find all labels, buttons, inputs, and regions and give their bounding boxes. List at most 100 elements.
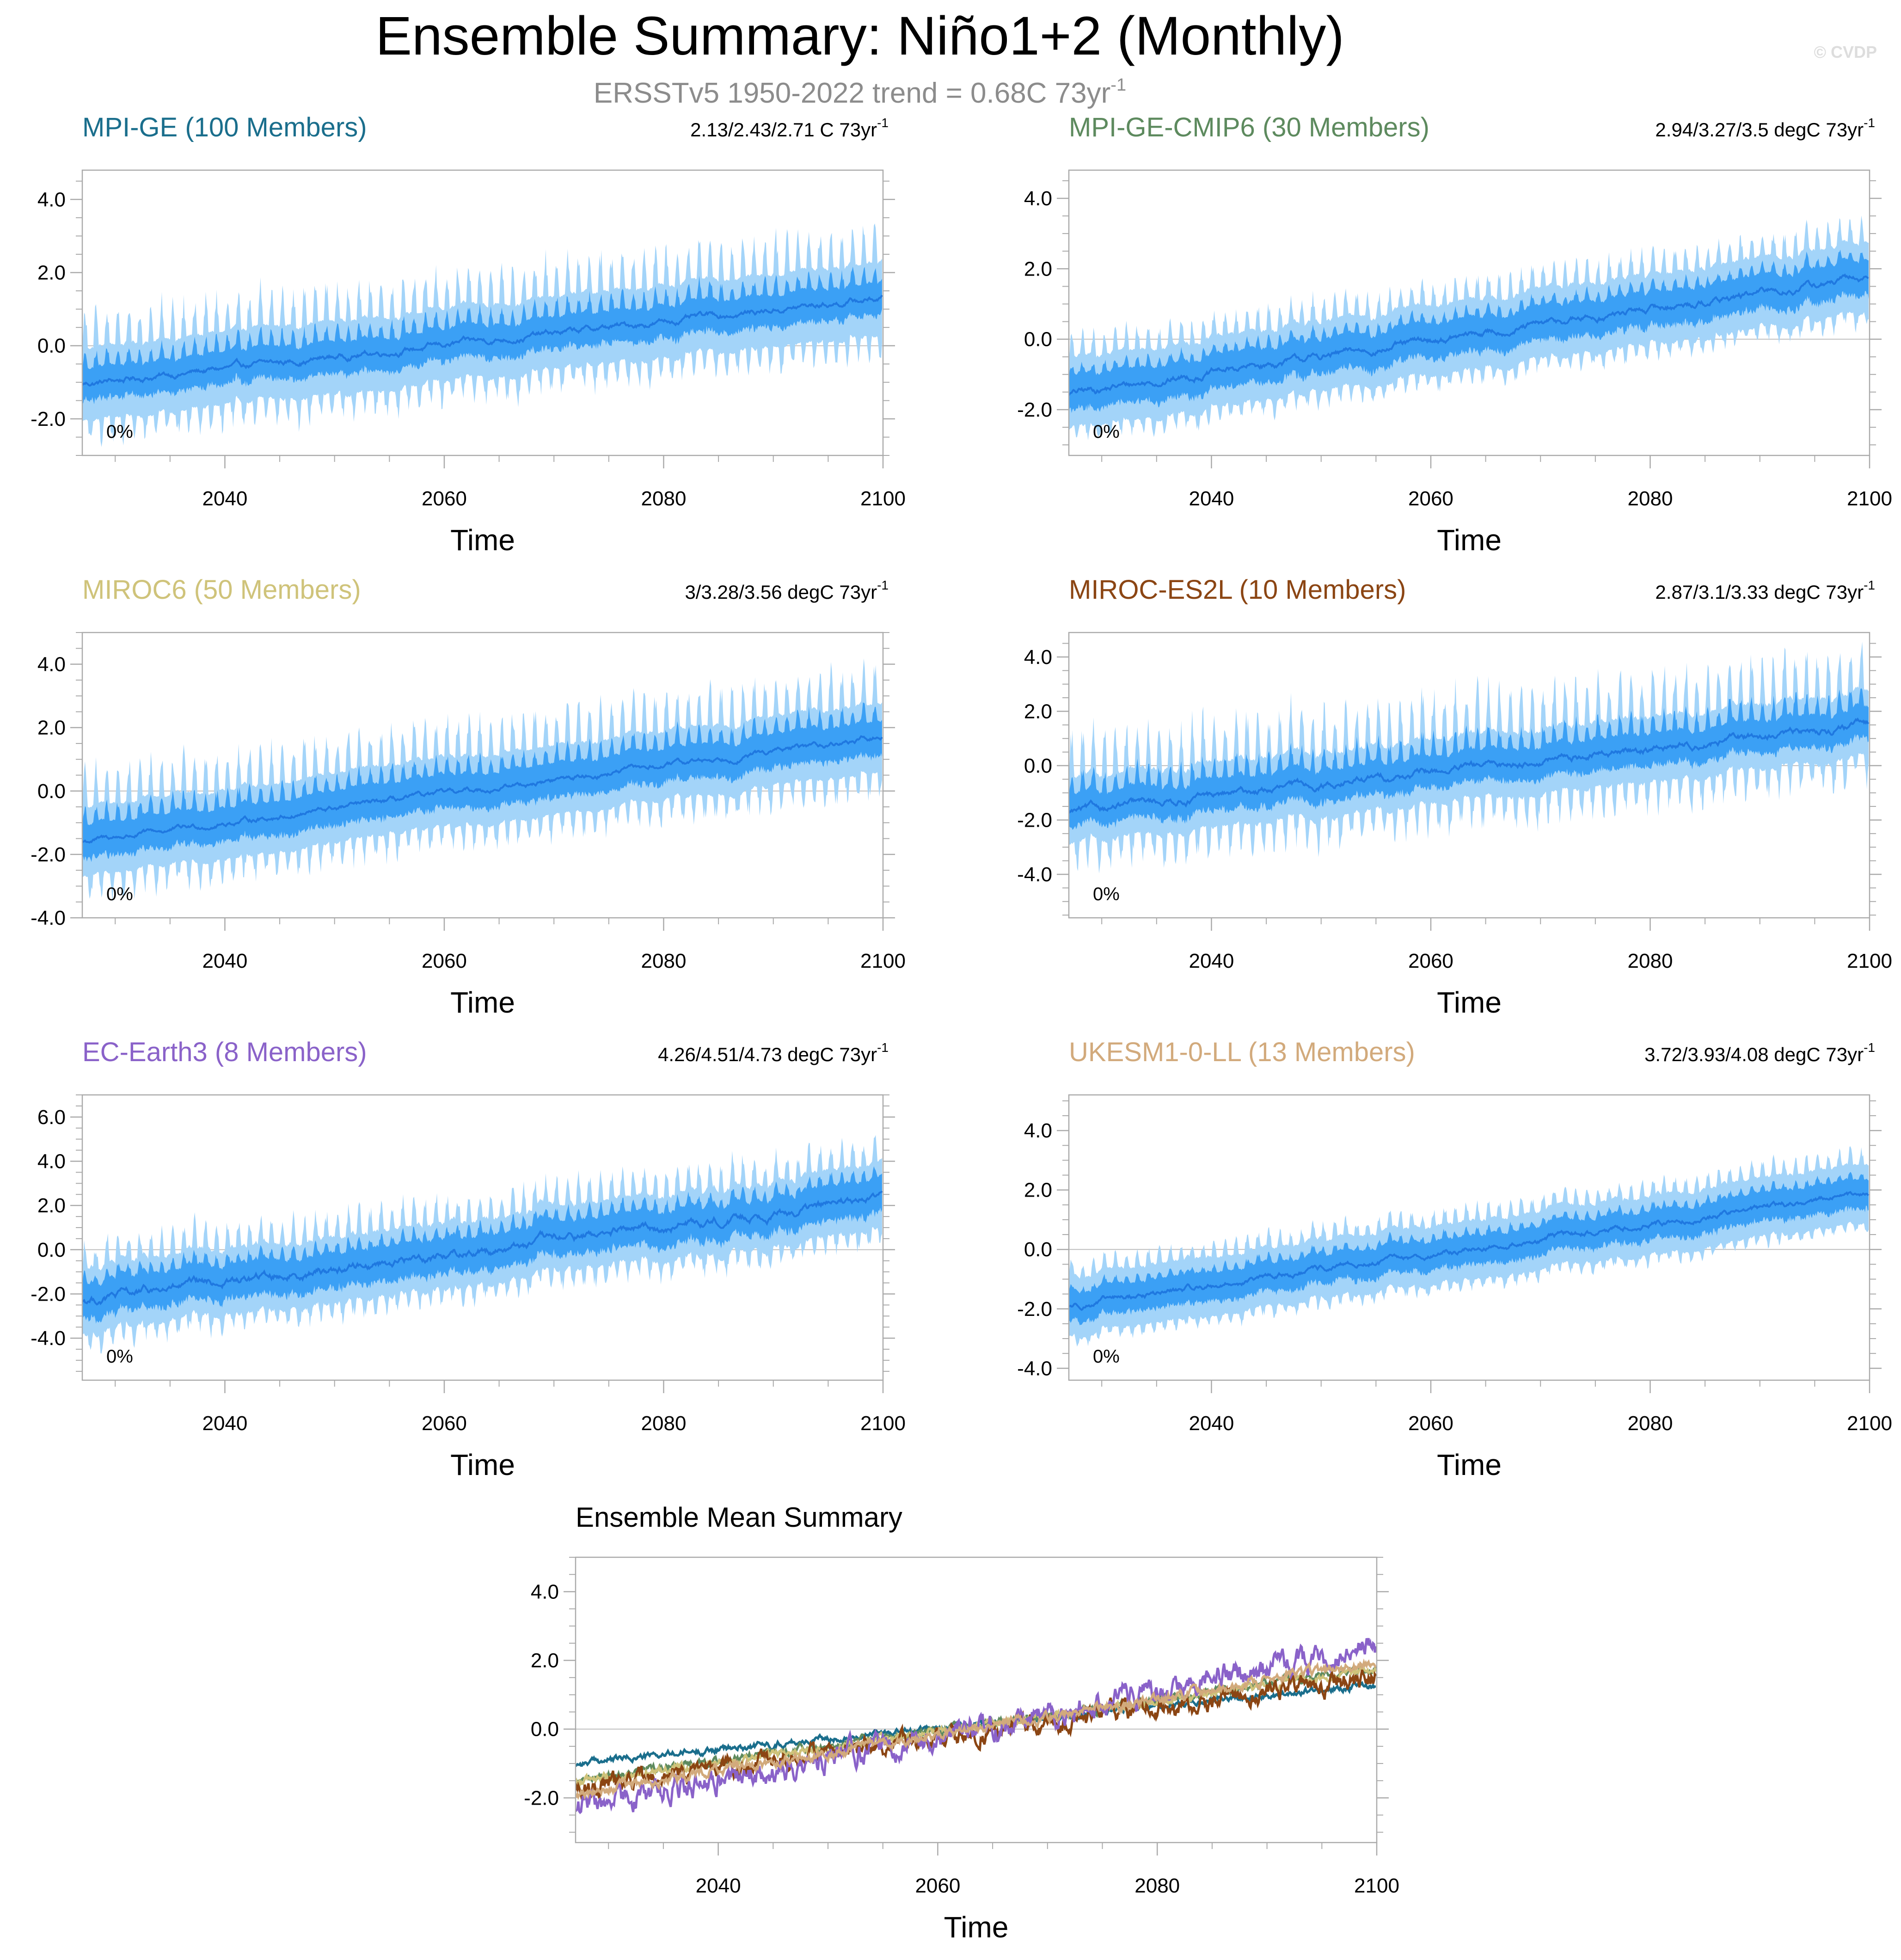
percent-label: 0% bbox=[1093, 422, 1120, 442]
plot-area bbox=[576, 1638, 1377, 1814]
trend-label-superscript: -1 bbox=[1864, 116, 1875, 130]
x-tick-label: 2060 bbox=[1408, 487, 1453, 510]
x-axis-label: Time bbox=[944, 1911, 1009, 1944]
trend-label: 3.72/3.93/4.08 degC 73yr-1 bbox=[1644, 1040, 1875, 1065]
panel-title: UKESM1-0-LL (13 Members) bbox=[1069, 1037, 1415, 1067]
chart-panel-2: MPI-GE-CMIP6 (30 Members) 2.94/3.27/3.5 d… bbox=[1017, 112, 1892, 557]
watermark: © CVDP bbox=[1814, 43, 1877, 61]
trend-label-main: 2.94/3.27/3.5 degC 73yr bbox=[1655, 119, 1864, 141]
y-tick-label: -2.0 bbox=[1017, 809, 1052, 831]
ensemble-mean-line bbox=[82, 295, 883, 387]
panel-title: EC-Earth3 (8 Members) bbox=[82, 1037, 367, 1067]
x-axis-label: Time bbox=[450, 1448, 515, 1481]
y-tick-label: -4.0 bbox=[1017, 1357, 1052, 1380]
panel-title: MIROC6 (50 Members) bbox=[82, 575, 361, 605]
y-tick-label: 2.0 bbox=[1024, 1179, 1052, 1202]
plot-frame bbox=[81, 169, 884, 456]
trend-label-superscript: -1 bbox=[1864, 1040, 1875, 1055]
chart-panel-5: EC-Earth3 (8 Members) 4.26/4.51/4.73 degC… bbox=[31, 1037, 906, 1481]
chart-panel-1: MPI-GE (100 Members) 2.13/2.43/2.71 C 73y… bbox=[31, 112, 906, 557]
plot-area bbox=[1069, 1146, 1869, 1347]
y-tick-label: -4.0 bbox=[31, 907, 66, 929]
y-tick-label: -2.0 bbox=[1017, 399, 1052, 421]
x-tick-label: 2060 bbox=[1408, 1412, 1453, 1435]
chart-panel-4: MIROC-ES2L (10 Members) 2.87/3.1/3.33 deg… bbox=[1017, 575, 1892, 1019]
chart-panel-3: MIROC6 (50 Members) 3/3.28/3.56 degC 73yr… bbox=[31, 575, 906, 1019]
y-tick-label: 0.0 bbox=[1024, 755, 1052, 777]
x-tick-label: 2040 bbox=[202, 950, 247, 972]
trend-label-main: 2.87/3.1/3.33 degC 73yr bbox=[1655, 581, 1864, 603]
y-tick-label: 2.0 bbox=[37, 261, 66, 284]
x-tick-label: 2080 bbox=[641, 950, 687, 972]
x-tick-label: 2080 bbox=[1628, 950, 1673, 972]
y-tick-label: -2.0 bbox=[524, 1787, 559, 1809]
plot-frame bbox=[1068, 632, 1870, 919]
trend-label-superscript: -1 bbox=[877, 1040, 889, 1055]
plot-frame bbox=[575, 1556, 1378, 1843]
x-tick-label: 2080 bbox=[1628, 1412, 1673, 1435]
percent-label: 0% bbox=[106, 422, 133, 442]
y-tick-label: 2.0 bbox=[531, 1649, 559, 1672]
ensemble-mean-line bbox=[1069, 1191, 1869, 1311]
y-tick-label: 0.0 bbox=[1024, 328, 1052, 351]
trend-label: 2.13/2.43/2.71 C 73yr-1 bbox=[690, 116, 889, 141]
percent-label: 0% bbox=[106, 1346, 133, 1367]
figure-subtitle: ERSSTv5 1950-2022 trend = 0.68C 73yr-1 bbox=[594, 75, 1126, 109]
trend-label-main: 2.13/2.43/2.71 C 73yr bbox=[690, 119, 877, 141]
trend-label-main: 3.72/3.93/4.08 degC 73yr bbox=[1644, 1044, 1864, 1065]
x-axis-label: Time bbox=[450, 986, 515, 1019]
x-tick-label: 2100 bbox=[1847, 487, 1892, 510]
plot-area bbox=[82, 223, 883, 447]
y-tick-label: 0.0 bbox=[531, 1718, 559, 1741]
x-axis-label: Time bbox=[1437, 523, 1502, 557]
ensemble-mean-line bbox=[1069, 717, 1870, 814]
trend-label-superscript: -1 bbox=[877, 116, 889, 130]
y-tick-label: -2.0 bbox=[1017, 1298, 1052, 1321]
x-tick-label: 2040 bbox=[202, 487, 247, 510]
trend-label: 2.94/3.27/3.5 degC 73yr-1 bbox=[1655, 116, 1875, 141]
x-tick-label: 2060 bbox=[915, 1874, 960, 1897]
x-tick-label: 2040 bbox=[202, 1412, 247, 1435]
x-tick-label: 2100 bbox=[860, 950, 906, 972]
percent-label: 0% bbox=[1093, 1346, 1120, 1367]
plot-frame bbox=[1068, 169, 1870, 456]
x-tick-label: 2060 bbox=[1408, 950, 1453, 972]
panel-title: MPI-GE-CMIP6 (30 Members) bbox=[1069, 112, 1429, 142]
y-tick-label: 2.0 bbox=[37, 717, 66, 739]
y-tick-label: 4.0 bbox=[37, 653, 66, 676]
band-inner-range bbox=[82, 702, 882, 862]
y-tick-label: -2.0 bbox=[31, 408, 66, 430]
y-tick-label: 4.0 bbox=[37, 1150, 66, 1173]
ensemble-mean-line bbox=[82, 1190, 883, 1306]
trend-label-main: 3/3.28/3.56 degC 73yr bbox=[685, 581, 877, 603]
x-tick-label: 2040 bbox=[696, 1874, 741, 1897]
band-inner-range bbox=[82, 266, 882, 405]
y-tick-label: 0.0 bbox=[37, 335, 66, 357]
chart-panel-7: Ensemble Mean Summary -2.0 0.0 2.0 4.0 2040 20… bbox=[524, 1502, 1399, 1944]
y-tick-label: 0.0 bbox=[37, 780, 66, 803]
x-tick-label: 2060 bbox=[422, 950, 467, 972]
x-tick-label: 2100 bbox=[1847, 950, 1892, 972]
subtitle-main: ERSSTv5 1950-2022 trend = 0.68C 73yr bbox=[594, 77, 1110, 109]
ensemble-mean-line bbox=[1069, 273, 1869, 396]
y-tick-label: 0.0 bbox=[37, 1239, 66, 1261]
plot-frame bbox=[81, 1094, 884, 1381]
x-tick-label: 2100 bbox=[860, 487, 906, 510]
plot-area bbox=[1069, 215, 1869, 440]
x-tick-label: 2080 bbox=[641, 487, 687, 510]
y-tick-label: 4.0 bbox=[1024, 1119, 1052, 1142]
x-axis-label: Time bbox=[1437, 986, 1502, 1019]
x-tick-label: 2060 bbox=[422, 1412, 467, 1435]
x-axis-label: Time bbox=[1437, 1448, 1502, 1481]
x-tick-label: 2040 bbox=[1189, 950, 1234, 972]
trend-label-superscript: -1 bbox=[877, 578, 889, 592]
trend-label: 3/3.28/3.56 degC 73yr-1 bbox=[685, 578, 889, 603]
plot-frame bbox=[1068, 1094, 1870, 1381]
x-axis-label: Time bbox=[450, 523, 515, 557]
x-tick-label: 2080 bbox=[1134, 1874, 1180, 1897]
figure-title: Ensemble Summary: Niño1+2 (Monthly) bbox=[375, 6, 1344, 67]
band-inner-range bbox=[82, 1166, 882, 1324]
y-tick-label: 2.0 bbox=[37, 1194, 66, 1217]
panel-title: MPI-GE (100 Members) bbox=[82, 112, 367, 142]
